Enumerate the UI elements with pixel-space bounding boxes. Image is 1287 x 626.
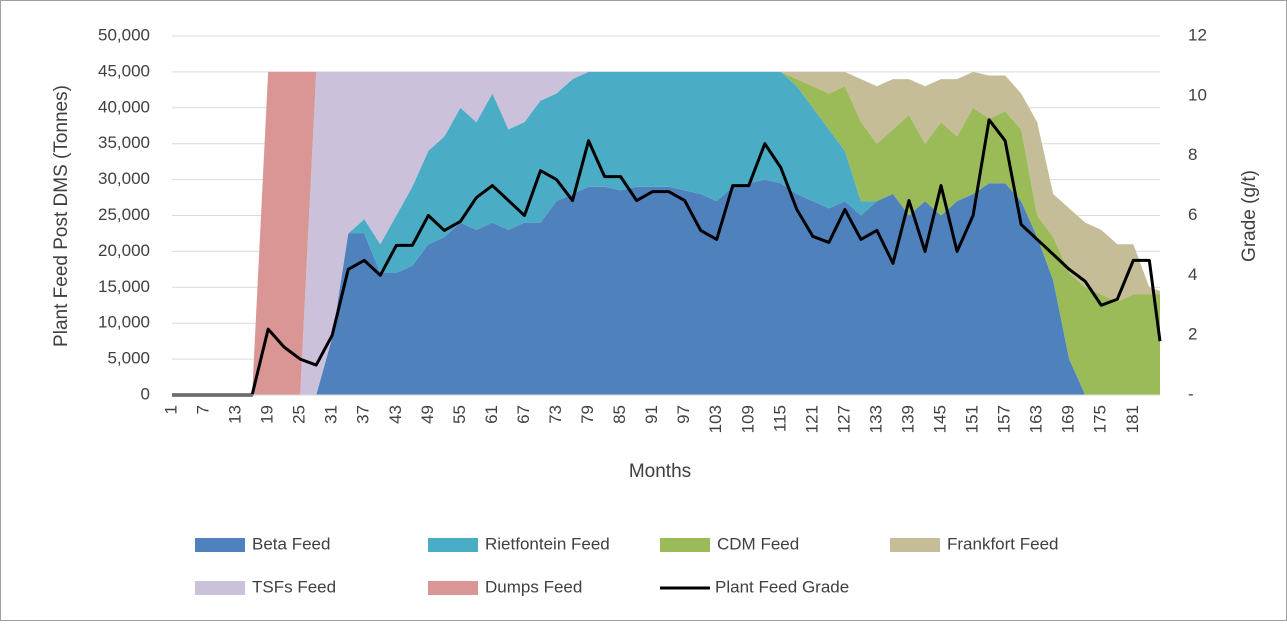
x-tick-label: 73 (546, 405, 565, 424)
x-tick-label: 37 (354, 405, 373, 424)
legend-label: Plant Feed Grade (715, 577, 849, 596)
x-tick-label: 61 (482, 405, 501, 424)
legend-swatch (428, 581, 478, 595)
x-tick-label: 43 (386, 405, 405, 424)
legend-swatch (195, 538, 245, 552)
y-tick-label: 30,000 (98, 169, 150, 188)
x-tick-label: 79 (578, 405, 597, 424)
x-tick-label: 157 (995, 405, 1014, 433)
x-tick-label: 67 (514, 405, 533, 424)
y2-tick-label: 6 (1188, 205, 1197, 224)
x-axis-title: Months (629, 461, 691, 482)
y-tick-label: 25,000 (98, 205, 150, 224)
y2-tick-label: 8 (1188, 145, 1197, 164)
area (172, 71, 1160, 396)
x-tick-label: 139 (898, 405, 917, 433)
y-tick-label: 50,000 (98, 25, 150, 44)
legend-swatch (428, 538, 478, 552)
y2-tick-label: - (1188, 384, 1194, 403)
x-tick-label: 49 (418, 405, 437, 424)
x-tick-label: 181 (1123, 405, 1142, 433)
x-tick-label: 1 (161, 405, 180, 414)
area (172, 71, 1160, 396)
legend-swatch (660, 538, 710, 552)
legend-label: Frankfort Feed (947, 534, 1059, 553)
y-tick-label: 35,000 (98, 133, 150, 152)
y-tick-label: 10,000 (98, 313, 150, 332)
y2-tick-label: 2 (1188, 325, 1197, 344)
x-tick-label: 163 (1027, 405, 1046, 433)
y-tick-label: 15,000 (98, 277, 150, 296)
legend-label: Beta Feed (252, 534, 330, 553)
x-tick-label: 19 (258, 405, 277, 424)
x-tick-label: 103 (706, 405, 725, 433)
legend-label: CDM Feed (717, 534, 799, 553)
x-tick-label: 175 (1091, 405, 1110, 433)
x-tick-label: 31 (322, 405, 341, 424)
legend-swatch (195, 581, 245, 595)
legend-label: Dumps Feed (485, 577, 582, 596)
x-tick-label: 91 (642, 405, 661, 424)
x-tick-label: 7 (194, 405, 213, 414)
area (172, 71, 1160, 396)
area (172, 71, 1160, 396)
y-tick-label: 0 (141, 384, 150, 403)
x-tick-label: 13 (226, 405, 245, 424)
x-tick-label: 127 (834, 405, 853, 433)
y-tick-label: 45,000 (98, 61, 150, 80)
x-tick-label: 115 (770, 405, 789, 432)
y-axis-title: Plant Feed Post DMS (Tonnes) (51, 85, 72, 347)
x-tick-label: 169 (1059, 405, 1078, 433)
x-tick-label: 97 (674, 405, 693, 424)
x-tick-label: 145 (931, 405, 950, 433)
x-tick-label: 151 (963, 405, 982, 433)
legend-label: TSFs Feed (252, 577, 336, 596)
x-tick-label: 121 (802, 405, 821, 433)
y2-axis-title: Grade (g/t) (1239, 170, 1260, 262)
y-tick-label: 40,000 (98, 97, 150, 116)
line (172, 118, 1162, 397)
x-tick-label: 133 (866, 405, 885, 433)
y-tick-label: 20,000 (98, 241, 150, 260)
x-tick-label: 25 (290, 405, 309, 424)
legend-swatch (890, 538, 940, 552)
y2-tick-label: 4 (1188, 265, 1197, 284)
x-tick-label: 85 (610, 405, 629, 424)
y2-tick-label: 12 (1188, 25, 1207, 44)
y-tick-label: 5,000 (107, 349, 150, 368)
legend-label: Rietfontein Feed (485, 534, 610, 553)
area (172, 179, 1160, 395)
x-tick-label: 109 (738, 405, 757, 433)
x-tick-label: 55 (450, 405, 469, 424)
y2-tick-label: 10 (1188, 85, 1207, 104)
